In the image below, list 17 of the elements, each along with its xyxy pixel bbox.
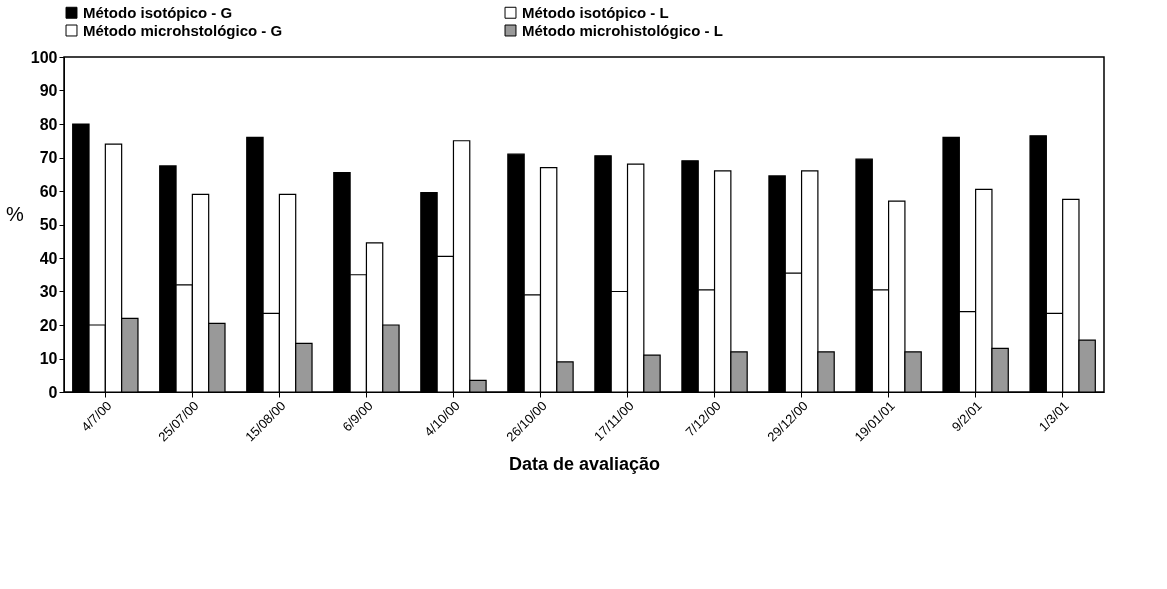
y-tick-label: 30 — [39, 283, 58, 300]
legend-label: Método microhstológico - G — [83, 21, 283, 39]
y-tick-label: 20 — [39, 316, 58, 334]
x-axis-title: Data de avaliação — [508, 454, 661, 475]
y-tick-label: 90 — [39, 82, 58, 99]
legend-label: Método isotópico - G — [83, 3, 233, 21]
y-tick-label: 100 — [30, 48, 58, 66]
y-tick-label: 50 — [39, 216, 58, 233]
y-axis-title: % — [5, 203, 24, 225]
y-tick-label: 60 — [39, 182, 58, 200]
y-tick-label: 10 — [39, 350, 58, 367]
y-tick-label: 80 — [39, 115, 58, 133]
legend-label: Método isotópico - L — [522, 3, 669, 21]
y-tick-label: 0 — [48, 383, 58, 401]
y-tick-label: 70 — [39, 149, 58, 166]
legend-label: Método microhistológico - L — [522, 21, 723, 39]
y-tick-label: 40 — [39, 249, 58, 267]
